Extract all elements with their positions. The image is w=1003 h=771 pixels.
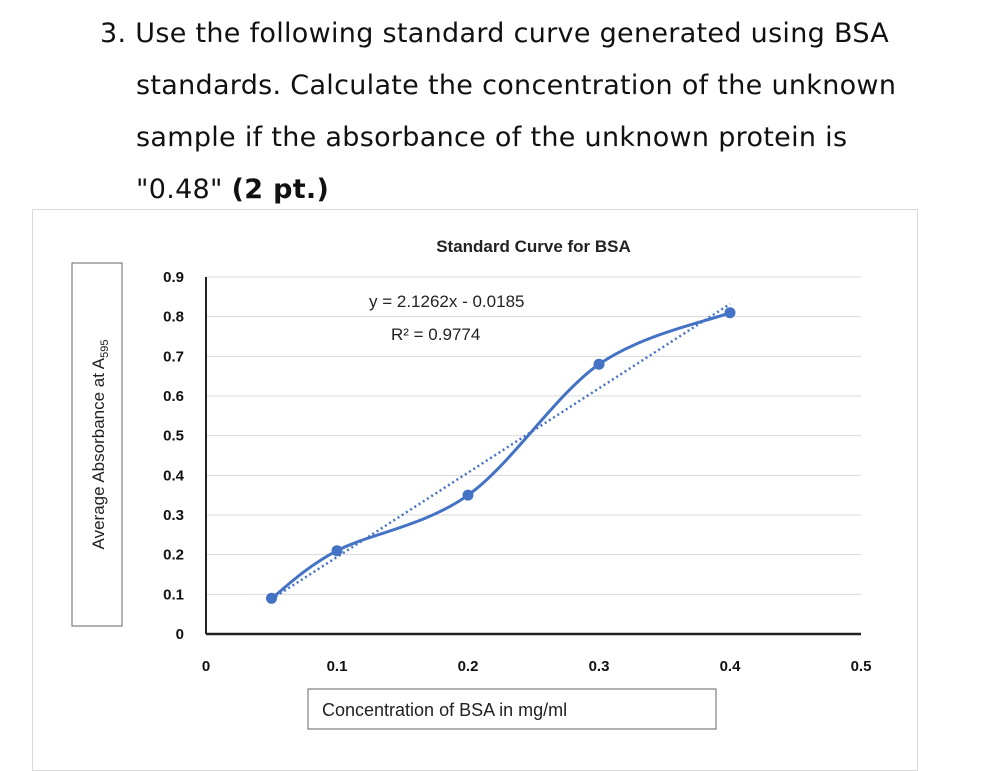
question-text: 3. Use the following standard curve gene… bbox=[100, 8, 980, 216]
y-tick-label: 0.5 bbox=[163, 428, 184, 445]
x-tick-label: 0.4 bbox=[720, 658, 742, 675]
question-line-1: 3. Use the following standard curve gene… bbox=[100, 18, 890, 49]
x-tick-label: 0 bbox=[202, 658, 210, 675]
y-tick-label: 0.3 bbox=[163, 507, 184, 524]
chart-container: Standard Curve for BSA 0 0.1 0.2 0.3 0.4 0.5 0.… bbox=[32, 209, 918, 771]
x-tick-label: 0.2 bbox=[458, 658, 479, 675]
standard-curve-chart: Standard Curve for BSA 0 0.1 0.2 0.3 0.4 0.5 0.… bbox=[71, 237, 872, 730]
x-tick-label: 0.1 bbox=[327, 658, 348, 675]
y-axis-title: Average Absorbance at A595 bbox=[89, 340, 111, 550]
trendline-equation: y = 2.1262x - 0.0185 bbox=[369, 292, 524, 311]
x-tick-label: 0.3 bbox=[589, 658, 610, 675]
question-line-4: "0.48" (2 pt.) bbox=[136, 174, 330, 205]
data-point bbox=[724, 307, 736, 319]
question-number: 3. bbox=[100, 18, 127, 49]
y-tick-label: 0.9 bbox=[163, 269, 184, 286]
x-tick-label: 0.5 bbox=[851, 658, 872, 675]
y-tick-label: 0.7 bbox=[163, 348, 184, 365]
trendline bbox=[270, 302, 731, 601]
question-line-3: sample if the absorbance of the unknown … bbox=[136, 122, 848, 153]
x-axis-title-box bbox=[307, 688, 717, 730]
y-tick-label: 0.2 bbox=[163, 547, 184, 564]
y-tick-label: 0.4 bbox=[163, 467, 185, 484]
series-line bbox=[270, 311, 731, 600]
chart-title: Standard Curve for BSA bbox=[436, 237, 631, 256]
data-point bbox=[266, 592, 277, 604]
trendline-r2: R² = 0.9774 bbox=[391, 325, 480, 344]
y-tick-label: 0.1 bbox=[163, 586, 184, 603]
y-axis-title-box bbox=[71, 262, 123, 627]
data-point bbox=[331, 545, 343, 557]
points-label: (2 pt.) bbox=[231, 174, 330, 205]
data-point bbox=[462, 489, 474, 501]
question-line-2: standards. Calculate the concentration o… bbox=[136, 70, 897, 101]
data-point bbox=[593, 358, 605, 370]
y-tick-label: 0 bbox=[176, 626, 184, 643]
y-tick-label: 0.6 bbox=[163, 388, 184, 405]
x-axis-title: Concentration of BSA in mg/ml bbox=[322, 700, 567, 720]
y-tick-label: 0.8 bbox=[163, 309, 184, 326]
